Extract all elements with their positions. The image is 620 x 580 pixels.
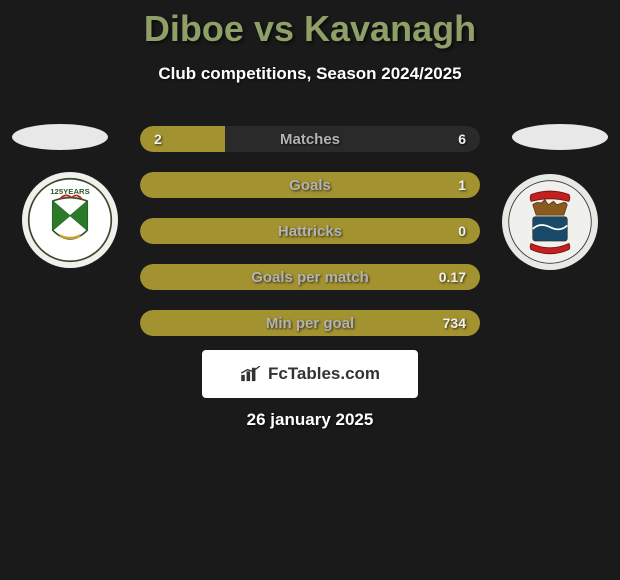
brand-label: FcTables.com [268, 364, 380, 384]
bar-value-right: 0 [458, 218, 466, 244]
title-right: Kavanagh [304, 8, 476, 49]
club-logo-left: 125YEARS [22, 172, 118, 268]
brand-badge: FcTables.com [202, 350, 418, 398]
title-left: Diboe [144, 8, 244, 49]
stat-bar-min-per-goal: Min per goal734 [140, 310, 480, 336]
bar-value-left: 2 [154, 126, 162, 152]
bar-value-right: 1 [458, 172, 466, 198]
title-vs: vs [254, 8, 294, 49]
bar-chart-icon [240, 366, 262, 382]
player-pill-left [12, 124, 108, 150]
player-pill-right [512, 124, 608, 150]
snapshot-date: 26 january 2025 [0, 410, 620, 430]
club-crest-left-icon: 125YEARS [27, 177, 113, 263]
bar-label: Goals [140, 172, 480, 198]
stat-bar-goals-per-match: Goals per match0.17 [140, 264, 480, 290]
stat-bar-goals: Goals1 [140, 172, 480, 198]
svg-text:125YEARS: 125YEARS [50, 187, 90, 196]
stat-bar-matches: Matches2 6 [140, 126, 480, 152]
bar-value-right: 734 [443, 310, 466, 336]
page-title-vs: Diboe vs Kavanagh [0, 0, 620, 50]
bar-label: Hattricks [140, 218, 480, 244]
stat-bar-hattricks: Hattricks0 [140, 218, 480, 244]
bar-label: Matches [140, 126, 480, 152]
subtitle-competition: Club competitions, Season 2024/2025 [0, 64, 620, 84]
bar-label: Min per goal [140, 310, 480, 336]
club-logo-right [502, 174, 598, 270]
club-crest-right-icon [507, 179, 593, 265]
comparison-bars: Matches2 6 Goals1 Hattricks0 Goals per match… [140, 126, 480, 356]
bar-value-right: 0.17 [439, 264, 466, 290]
bar-value-right: 6 [458, 126, 466, 152]
bar-label: Goals per match [140, 264, 480, 290]
